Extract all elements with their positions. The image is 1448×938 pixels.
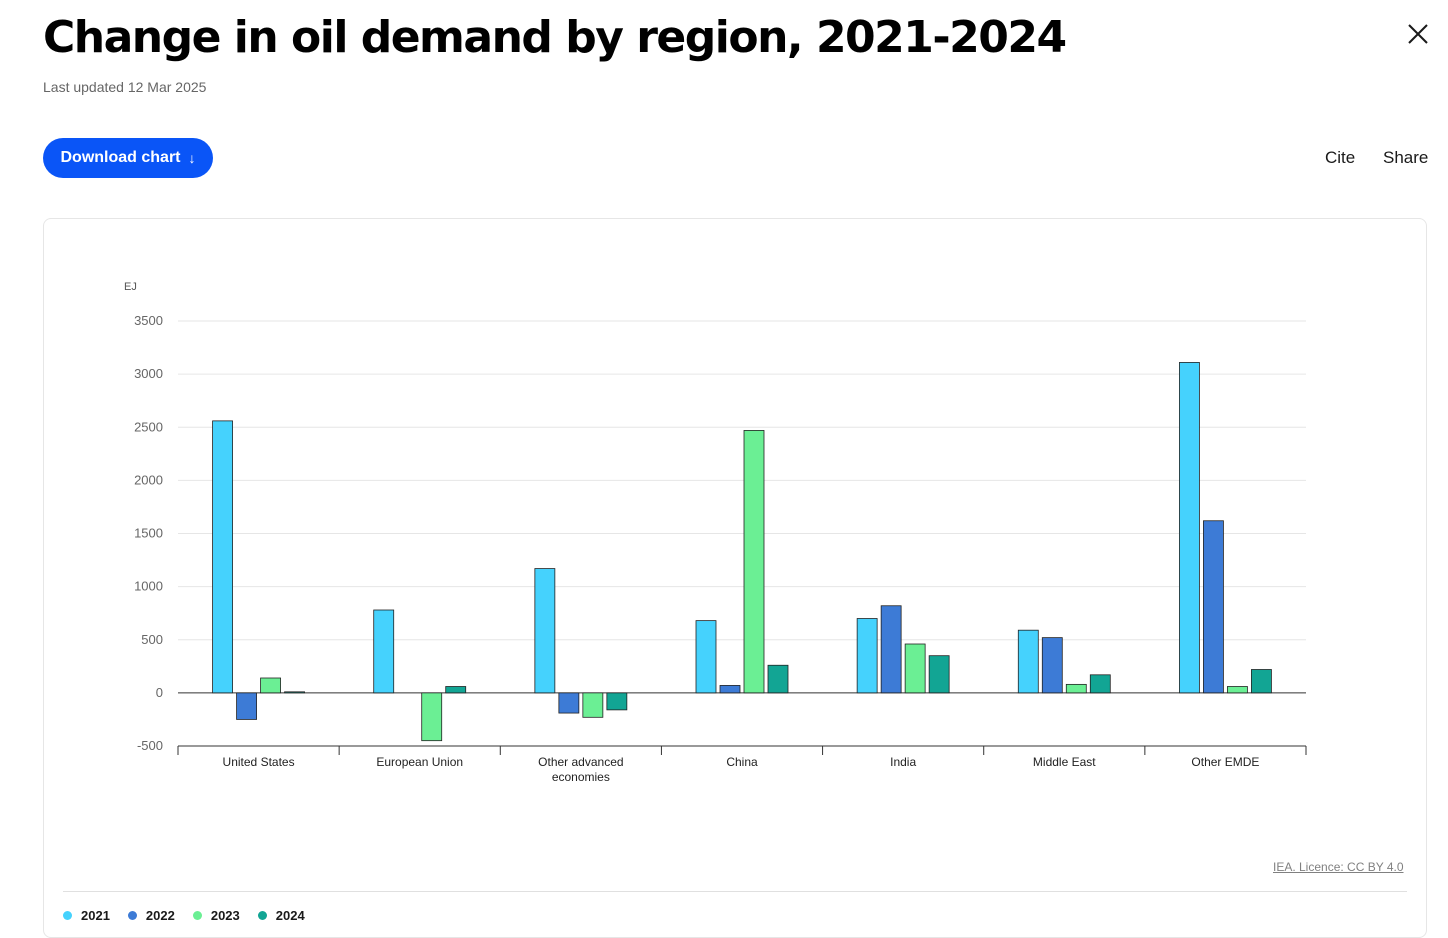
legend-item-2022[interactable]: 2022 bbox=[127, 908, 175, 923]
x-tick-label: China bbox=[726, 755, 758, 769]
close-icon bbox=[1408, 24, 1428, 44]
legend-dot bbox=[192, 911, 202, 920]
bar-2021 bbox=[1179, 362, 1200, 694]
bar-2021 bbox=[534, 568, 556, 694]
legend-dot bbox=[63, 911, 72, 920]
download-chart-label: Download chart bbox=[60, 149, 181, 166]
bar-2024 bbox=[1089, 674, 1111, 694]
y-tick-label: 2000 bbox=[134, 472, 163, 487]
share-link[interactable]: Share bbox=[1383, 148, 1429, 167]
x-tick-label: United States bbox=[223, 755, 295, 769]
x-tick-label: Other advanced economies bbox=[538, 755, 623, 784]
legend-dot bbox=[127, 911, 137, 920]
bar-2024 bbox=[606, 692, 628, 711]
legend-label: 2021 bbox=[81, 908, 110, 923]
legend-item-2024[interactable]: 2024 bbox=[257, 908, 305, 923]
legend-dot bbox=[257, 911, 267, 920]
y-tick-label: 3500 bbox=[134, 313, 163, 328]
y-tick-label: 1500 bbox=[134, 526, 163, 541]
bar-2024 bbox=[284, 691, 305, 694]
bar-2021 bbox=[373, 609, 395, 694]
bar-2023 bbox=[743, 430, 765, 694]
y-tick-label: 1000 bbox=[134, 579, 163, 594]
bar-2021 bbox=[1017, 629, 1039, 694]
legend-label: 2024 bbox=[275, 908, 305, 923]
legend-item-2023[interactable]: 2023 bbox=[192, 908, 240, 923]
bar-2023 bbox=[421, 692, 443, 742]
bar-2022 bbox=[1203, 520, 1224, 694]
bar-2021 bbox=[856, 618, 878, 694]
y-axis-label: EJ bbox=[124, 281, 137, 293]
download-chart-button[interactable]: Download chart ↓ bbox=[43, 138, 213, 178]
y-tick-label: 0 bbox=[156, 685, 163, 700]
y-tick-label: 3000 bbox=[134, 366, 163, 381]
cite-link[interactable]: Cite bbox=[1325, 148, 1356, 167]
arrow-down-icon: ↓ bbox=[188, 150, 196, 166]
bar-2022 bbox=[1041, 637, 1063, 694]
bar-2022 bbox=[880, 605, 902, 694]
chart-legend: 2021 2022 2023 2024 bbox=[63, 908, 305, 923]
bar-2024 bbox=[928, 655, 950, 694]
y-tick-label: 2500 bbox=[134, 419, 163, 434]
bar-2022 bbox=[719, 685, 741, 694]
bar-2023 bbox=[904, 643, 926, 694]
legend-label: 2022 bbox=[145, 908, 175, 923]
x-tick-label: Other EMDE bbox=[1191, 755, 1259, 769]
y-tick-label: 500 bbox=[141, 632, 163, 647]
bar-2023 bbox=[1227, 686, 1248, 694]
close-button[interactable] bbox=[1402, 18, 1434, 50]
y-tick-label: -500 bbox=[137, 738, 163, 753]
x-tick-label: India bbox=[890, 755, 916, 769]
bar-2022 bbox=[558, 692, 580, 714]
bar-2021 bbox=[212, 420, 233, 694]
licence-link[interactable]: IEA. Licence: CC BY 4.0 bbox=[1273, 860, 1404, 874]
bar-2021 bbox=[695, 620, 717, 694]
x-tick-label: Middle East bbox=[1033, 755, 1096, 769]
x-tick-label: European Union bbox=[376, 755, 463, 769]
bar-2023 bbox=[582, 692, 604, 718]
page-title: Change in oil demand by region, 2021-202… bbox=[43, 12, 1067, 63]
legend-label: 2023 bbox=[210, 908, 240, 923]
legend-divider bbox=[63, 891, 1407, 892]
bar-2024 bbox=[1251, 669, 1272, 694]
bar-2024 bbox=[445, 686, 467, 694]
bar-2024 bbox=[767, 664, 789, 694]
bar-2022 bbox=[236, 692, 257, 720]
bar-2023 bbox=[1065, 683, 1087, 694]
legend-item-2021[interactable]: 2021 bbox=[63, 908, 110, 923]
last-updated: Last updated 12 Mar 2025 bbox=[43, 79, 207, 95]
bar-2023 bbox=[260, 677, 281, 694]
